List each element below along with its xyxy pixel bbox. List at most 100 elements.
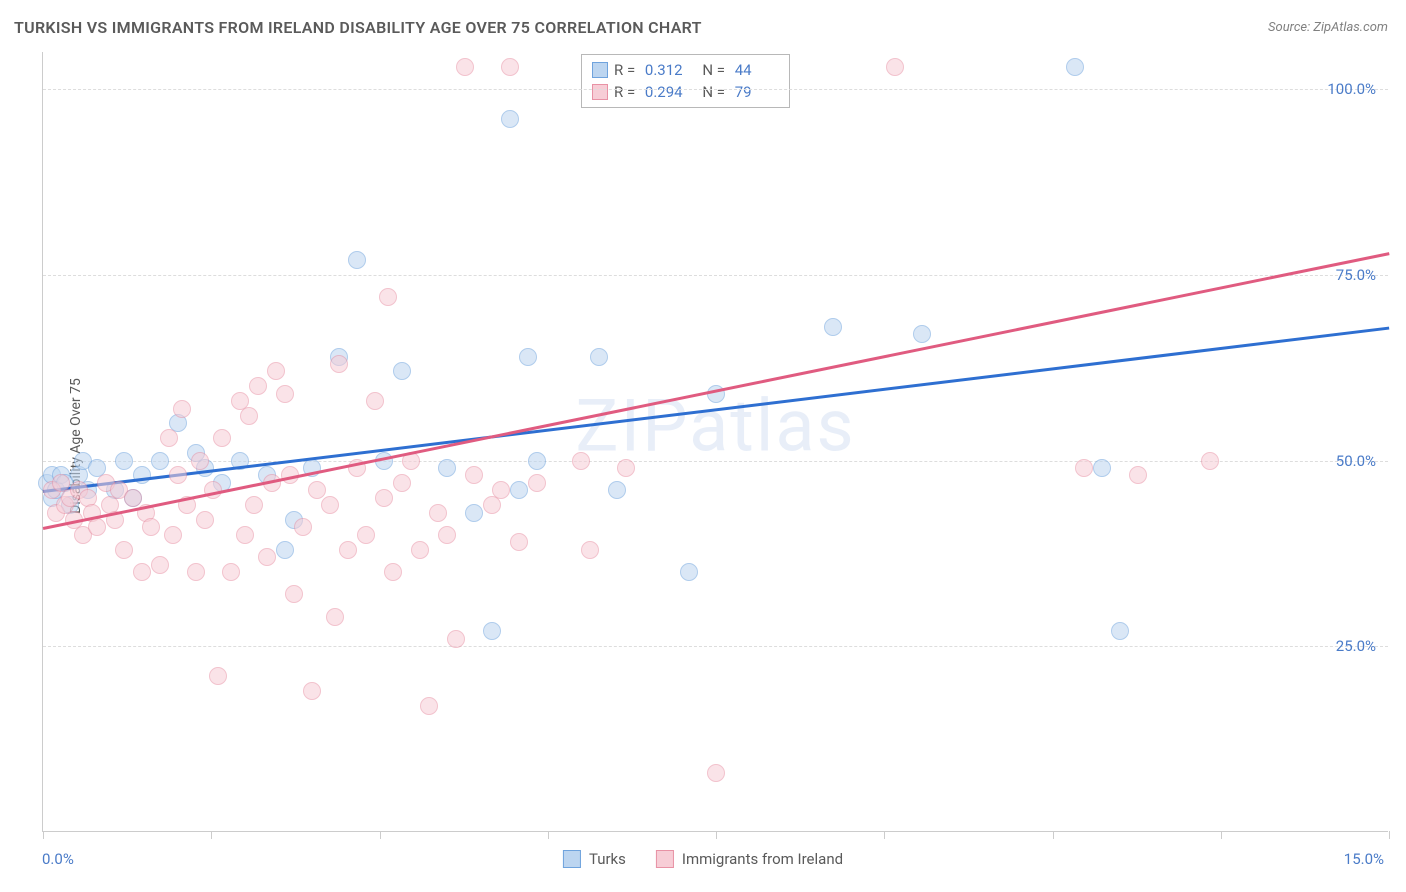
scatter-point (680, 563, 698, 581)
legend-label-ireland: Immigrants from Ireland (682, 850, 843, 868)
scatter-point (1066, 58, 1084, 76)
stats-n-value: 44 (735, 61, 779, 79)
gridline (43, 646, 1388, 647)
scatter-point (420, 697, 438, 715)
scatter-point (501, 110, 519, 128)
scatter-point (133, 466, 151, 484)
scatter-point (326, 608, 344, 626)
scatter-point (151, 452, 169, 470)
scatter-point (245, 496, 263, 514)
legend-swatch-turks (563, 850, 581, 868)
source-label: Source: ZipAtlas.com (1268, 20, 1388, 35)
x-tick (1221, 831, 1222, 839)
scatter-point (438, 459, 456, 477)
scatter-point (191, 452, 209, 470)
scatter-point (258, 548, 276, 566)
stats-r-value: 0.312 (645, 61, 689, 79)
x-axis-max-label: 15.0% (1344, 850, 1384, 868)
scatter-point (1201, 452, 1219, 470)
stats-n-label: N = (695, 61, 729, 79)
stats-n-value: 79 (735, 83, 779, 101)
scatter-point (483, 622, 501, 640)
stats-r-label: R = (614, 83, 639, 101)
scatter-point (411, 541, 429, 559)
scatter-point (1111, 622, 1129, 640)
x-tick (884, 831, 885, 839)
scatter-point (88, 518, 106, 536)
scatter-point (151, 556, 169, 574)
scatter-point (465, 504, 483, 522)
scatter-point (321, 496, 339, 514)
x-tick (716, 831, 717, 839)
scatter-point (379, 288, 397, 306)
x-tick (548, 831, 549, 839)
scatter-point (236, 526, 254, 544)
scatter-point (572, 452, 590, 470)
scatter-point (510, 533, 528, 551)
scatter-point (160, 429, 178, 447)
scatter-point (1129, 466, 1147, 484)
scatter-point (124, 489, 142, 507)
legend-swatch-ireland (656, 850, 674, 868)
x-tick (43, 831, 44, 839)
scatter-point (384, 563, 402, 581)
scatter-point (276, 385, 294, 403)
scatter-point (456, 58, 474, 76)
scatter-point (213, 429, 231, 447)
stats-swatch (592, 62, 608, 78)
stats-row: R = 0.294 N = 79 (592, 81, 779, 103)
scatter-point (115, 452, 133, 470)
stats-r-value: 0.294 (645, 83, 689, 101)
scatter-point (617, 459, 635, 477)
stats-swatch (592, 84, 608, 100)
scatter-point (196, 511, 214, 529)
chart-container: TURKISH VS IMMIGRANTS FROM IRELAND DISAB… (0, 0, 1406, 892)
scatter-point (438, 526, 456, 544)
x-tick (1389, 831, 1390, 839)
scatter-point (209, 667, 227, 685)
scatter-point (913, 325, 931, 343)
scatter-point (173, 400, 191, 418)
scatter-point (357, 526, 375, 544)
legend-label-turks: Turks (589, 850, 626, 868)
scatter-point (393, 362, 411, 380)
y-tick-label: 50.0% (1336, 452, 1376, 470)
scatter-point (393, 474, 411, 492)
scatter-point (303, 682, 321, 700)
scatter-point (447, 630, 465, 648)
scatter-point (285, 585, 303, 603)
scatter-point (240, 407, 258, 425)
x-tick (211, 831, 212, 839)
scatter-point (276, 541, 294, 559)
legend: Turks Immigrants from Ireland (563, 850, 843, 868)
scatter-point (375, 489, 393, 507)
stats-r-label: R = (614, 61, 639, 79)
chart-title: TURKISH VS IMMIGRANTS FROM IRELAND DISAB… (14, 18, 702, 37)
plot-area: ZIPatlas R = 0.312 N = 44R = 0.294 N = 7… (42, 52, 1388, 832)
x-axis-min-label: 0.0% (42, 850, 74, 868)
x-tick (380, 831, 381, 839)
scatter-point (581, 541, 599, 559)
scatter-point (590, 348, 608, 366)
gridline (43, 275, 1388, 276)
legend-item-turks: Turks (563, 850, 626, 868)
y-tick-label: 100.0% (1327, 80, 1376, 98)
trend-line (43, 253, 1389, 530)
scatter-point (707, 764, 725, 782)
scatter-point (366, 392, 384, 410)
y-tick-label: 25.0% (1336, 637, 1376, 655)
scatter-point (267, 362, 285, 380)
scatter-point (330, 355, 348, 373)
stats-row: R = 0.312 N = 44 (592, 59, 779, 81)
scatter-point (608, 481, 626, 499)
scatter-point (348, 251, 366, 269)
scatter-point (308, 481, 326, 499)
scatter-point (429, 504, 447, 522)
scatter-point (1075, 459, 1093, 477)
scatter-point (164, 526, 182, 544)
gridline (43, 89, 1388, 90)
scatter-point (519, 348, 537, 366)
scatter-point (249, 377, 267, 395)
scatter-point (886, 58, 904, 76)
legend-item-ireland: Immigrants from Ireland (656, 850, 843, 868)
